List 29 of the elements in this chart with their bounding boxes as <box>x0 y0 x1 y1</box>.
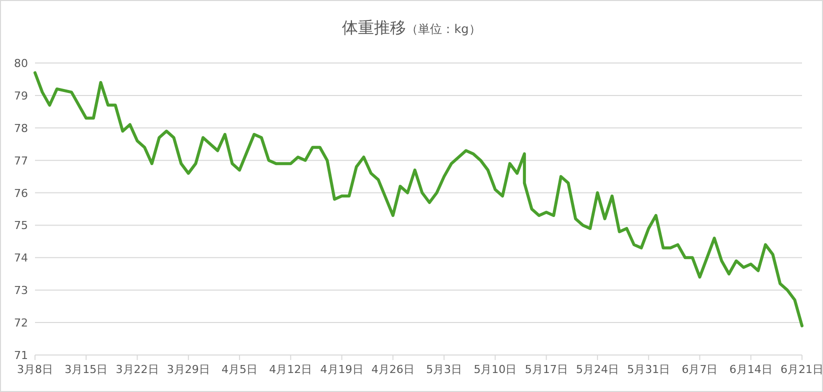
x-tick-label: 5月17日 <box>524 363 568 376</box>
y-tick-label: 79 <box>14 89 28 102</box>
chart-subtitle: （単位：kg） <box>406 22 481 36</box>
x-tick-label: 4月12日 <box>269 363 312 376</box>
y-tick-label: 80 <box>14 57 28 70</box>
x-tick-label: 6月21日 <box>780 363 823 376</box>
x-tick-label: 5月3日 <box>426 363 462 376</box>
x-tick-label: 4月26日 <box>371 363 414 376</box>
chart-title: 体重推移 <box>342 18 406 37</box>
y-tick-label: 73 <box>14 284 28 298</box>
x-tick-label: 5月24日 <box>576 363 619 376</box>
x-tick-label: 3月8日 <box>17 363 53 376</box>
y-tick-label: 76 <box>14 186 28 200</box>
y-tick-label: 71 <box>14 349 28 362</box>
x-tick-label: 5月10日 <box>474 363 517 376</box>
x-tick-label: 6月7日 <box>682 363 718 376</box>
y-tick-label: 74 <box>14 252 28 265</box>
x-tick-label: 5月31日 <box>627 363 670 376</box>
x-tick-label: 3月29日 <box>166 363 210 376</box>
x-tick-label: 6月14日 <box>729 363 772 376</box>
x-tick-label: 3月22日 <box>116 363 159 376</box>
y-tick-label: 78 <box>14 122 28 135</box>
line-series <box>34 71 804 328</box>
y-tick-label: 77 <box>14 154 28 168</box>
x-tick-label: 3月15日 <box>64 363 108 376</box>
y-tick-label: 72 <box>14 316 28 330</box>
x-tick-label: 4月19日 <box>320 363 364 376</box>
x-tick-label: 4月5日 <box>222 363 258 376</box>
y-tick-label: 75 <box>14 219 28 232</box>
